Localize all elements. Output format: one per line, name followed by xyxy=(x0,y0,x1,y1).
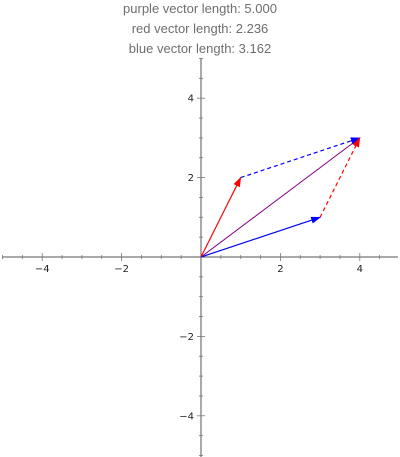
purple-vector xyxy=(200,137,361,258)
y-tick-label: −2 xyxy=(179,332,194,343)
x-tick-label: 4 xyxy=(357,264,363,275)
axes xyxy=(2,58,398,457)
x-tick-label: 2 xyxy=(277,264,283,275)
red-dashed-vector xyxy=(319,137,361,218)
y-tick-label: 4 xyxy=(188,94,194,105)
y-tick-label: −4 xyxy=(179,411,194,422)
y-tick-label: 2 xyxy=(188,173,194,184)
axis-ticks: −4 −2 2 4 4 2 −2 −4 xyxy=(2,58,381,456)
red-vector-length-label: red vector length: 2.236 xyxy=(131,21,269,36)
blue-vector-length-label: blue vector length: 3.162 xyxy=(128,41,272,56)
red-vector xyxy=(200,176,242,258)
blue-dashed-vector xyxy=(240,137,361,179)
purple-vector-length-label: purple vector length: 5.000 xyxy=(123,1,277,16)
x-tick-label: −2 xyxy=(114,264,129,275)
blue-vector xyxy=(200,216,322,258)
vectors xyxy=(200,137,361,258)
x-tick-label: −4 xyxy=(35,264,50,275)
